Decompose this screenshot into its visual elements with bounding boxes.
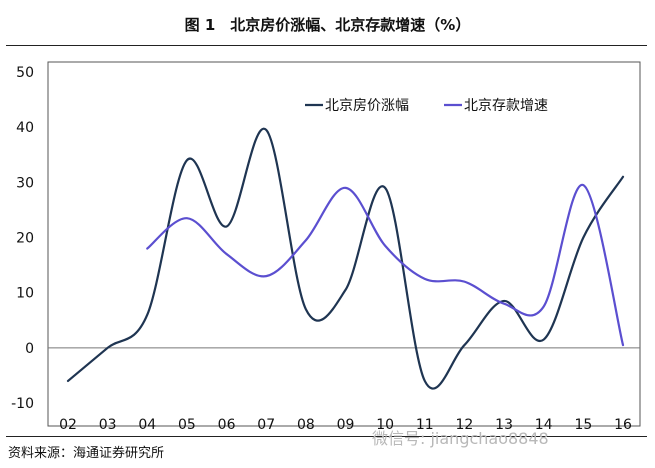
watermark: 微信号: jiangchao8848 (372, 429, 549, 448)
series-line-2 (146, 183, 625, 347)
y-tick-label: 0 (25, 341, 34, 357)
x-tick-label: 13 (495, 417, 513, 433)
y-tick-label: 40 (16, 120, 34, 136)
y-tick-label: -10 (11, 396, 34, 412)
footer-divider (6, 436, 647, 437)
x-tick-label: 06 (218, 417, 236, 433)
x-tick-label: 10 (376, 417, 394, 433)
legend-label: 北京房价涨幅 (325, 98, 409, 114)
x-tick-label: 03 (99, 417, 117, 433)
x-tick-label: 07 (257, 417, 275, 433)
y-tick-label: 30 (16, 175, 34, 191)
source-note: 资料来源：海通证券研究所 (8, 446, 165, 461)
x-tick-label: 09 (337, 417, 355, 433)
x-tick-label: 05 (178, 417, 196, 433)
x-tick-label: 11 (416, 417, 434, 433)
x-tick-label: 15 (574, 417, 592, 433)
y-tick-label: 50 (16, 65, 34, 81)
x-tick-label: 16 (614, 417, 632, 433)
axes: 50 40 30 20 10 0 -10 02 03 04 05 06 07 08 09 10 11 12 13 14… (11, 65, 640, 433)
y-tick-label: 20 (16, 231, 34, 247)
x-tick-label: 12 (456, 417, 474, 433)
plot-frame (47, 61, 641, 427)
series-layer (66, 127, 625, 390)
series-line-1 (66, 127, 625, 390)
x-tick-label: 02 (59, 417, 77, 433)
x-tick-label: 14 (535, 417, 553, 433)
legend-label: 北京存款增速 (464, 98, 548, 114)
legend: 北京房价涨幅 北京存款增速 (305, 98, 548, 114)
y-tick-label: 10 (16, 286, 34, 302)
page-title: 图 1 北京房价涨幅、北京存款增速（%） (184, 16, 471, 34)
x-tick-label: 04 (138, 417, 156, 433)
title-divider (6, 45, 647, 46)
x-tick-label: 08 (297, 417, 315, 433)
